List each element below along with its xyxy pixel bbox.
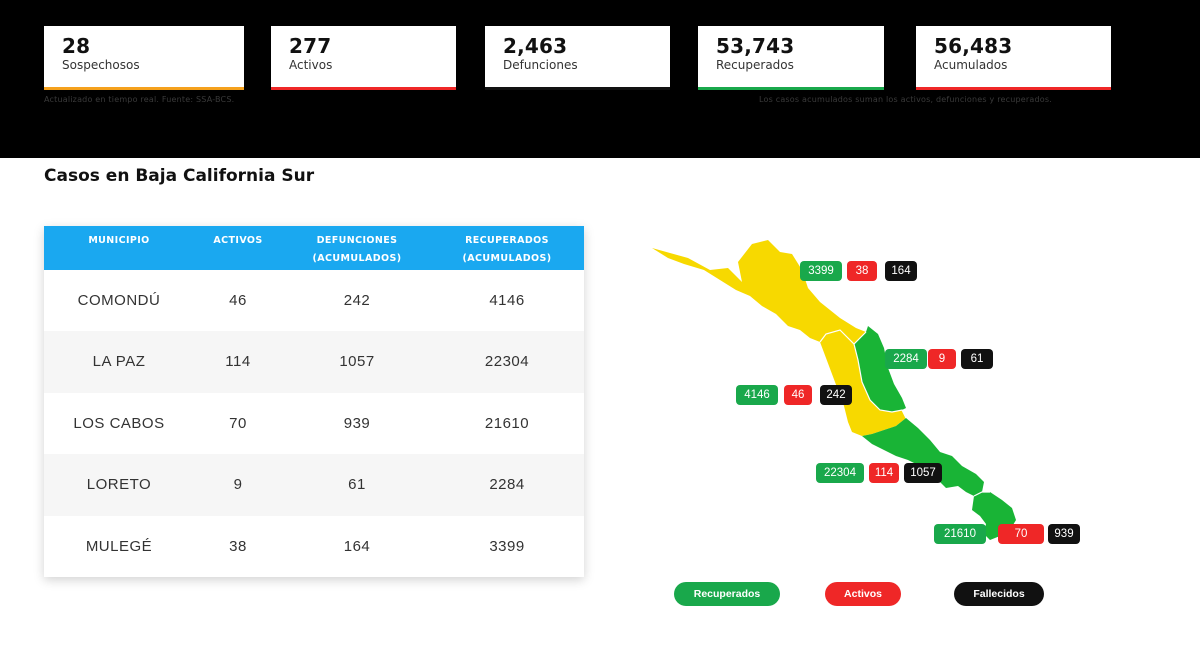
cell-defunciones: 242: [343, 292, 371, 309]
label-la-paz-recuperados: 22304: [816, 463, 864, 483]
header-text: MUNICIPIO: [88, 235, 150, 246]
cell-activos: 114: [225, 353, 251, 371]
label-mulege-fallecidos: 164: [885, 261, 917, 281]
region-loreto[interactable]: [854, 326, 906, 412]
cell-activos: 70: [229, 414, 247, 432]
stat-value: 2,463: [503, 34, 568, 58]
stat-label: Recuperados: [716, 58, 794, 72]
stat-card-defunciones: 2,463 Defunciones: [485, 26, 670, 90]
accumulated-note: Los casos acumulados suman los activos, …: [759, 95, 1052, 104]
header-activos: ACTIVOS: [194, 232, 282, 250]
stats-banner: 28 Sospechosos 277 Activos 2,463 Defunci…: [0, 0, 1200, 158]
header-defunciones: DEFUNCIONES (ACUMULADOS): [282, 232, 432, 268]
header-subtext: (ACUMULADOS): [312, 253, 402, 264]
table-row: MULEGÉ 38 164 3399: [44, 516, 584, 577]
header-text: ACTIVOS: [213, 235, 263, 246]
stat-card-acumulados: 56,483 Acumulados: [916, 26, 1111, 90]
region-la-paz[interactable]: [862, 418, 984, 496]
stat-card-activos: 277 Activos: [271, 26, 456, 90]
label-mulege-activos: 38: [847, 261, 877, 281]
cell-municipio: MULEGÉ: [85, 537, 153, 555]
label-loreto-activos: 9: [928, 349, 956, 369]
cell-recuperados: 22304: [484, 353, 530, 371]
stat-label: Activos: [289, 58, 333, 72]
region-comondu[interactable]: [820, 330, 906, 436]
label-loreto-recuperados: 2284: [885, 349, 927, 369]
region-mulege[interactable]: [652, 240, 866, 344]
label-comondu-activos: 46: [784, 385, 812, 405]
label-la-paz-activos: 114: [869, 463, 899, 483]
header-text: RECUPERADOS: [465, 235, 549, 246]
stat-accent-bar: [485, 87, 670, 90]
cell-municipio: COMONDÚ: [77, 292, 161, 309]
stat-label: Sospechosos: [62, 58, 140, 72]
update-note: Actualizado en tiempo real. Fuente: SSA-…: [44, 95, 235, 104]
border-line: [973, 491, 990, 497]
stat-value: 53,743: [716, 34, 795, 58]
cell-recuperados: 3399: [489, 537, 525, 555]
label-la-paz-fallecidos: 1057: [904, 463, 942, 483]
border-line: [853, 343, 907, 419]
stat-label: Defunciones: [503, 58, 578, 72]
stat-card-recuperados: 53,743 Recuperados: [698, 26, 884, 90]
stat-value: 28: [62, 34, 91, 58]
cell-municipio: LORETO: [86, 476, 152, 494]
cell-defunciones: 61: [348, 476, 366, 494]
table-row: LOS CABOS 70 939 21610: [44, 393, 584, 454]
cell-recuperados: 2284: [489, 476, 525, 494]
cell-activos: 38: [229, 537, 247, 555]
cell-recuperados: 4146: [489, 292, 525, 309]
stat-label: Acumulados: [934, 58, 1008, 72]
label-comondu-fallecidos: 242: [820, 385, 852, 405]
label-los-cabos-activos: 70: [998, 524, 1044, 544]
legend-activos: Activos: [825, 582, 901, 606]
cell-recuperados: 21610: [484, 414, 530, 432]
cell-defunciones: 939: [343, 414, 371, 432]
stat-accent-bar: [271, 87, 456, 90]
header-municipio: MUNICIPIO: [44, 232, 194, 250]
cell-defunciones: 164: [343, 537, 371, 555]
stat-accent-bar: [44, 87, 244, 90]
bcs-map: 3399 38 164 2284 9 61 4146 46 242 22304 …: [640, 230, 1100, 560]
label-los-cabos-fallecidos: 939: [1048, 524, 1080, 544]
table-header: MUNICIPIO ACTIVOS DEFUNCIONES (ACUMULADO…: [44, 226, 584, 270]
border-line: [819, 329, 867, 345]
cell-municipio: LOS CABOS: [73, 414, 165, 432]
stat-value: 56,483: [934, 34, 1013, 58]
label-comondu-recuperados: 4146: [736, 385, 778, 405]
label-los-cabos-recuperados: 21610: [934, 524, 986, 544]
stat-accent-bar: [916, 87, 1111, 90]
table-row: COMONDÚ 46 242 4146: [44, 270, 584, 331]
municipios-table: MUNICIPIO ACTIVOS DEFUNCIONES (ACUMULADO…: [44, 226, 584, 577]
section-title: Casos en Baja California Sur: [44, 166, 315, 186]
cell-activos: 9: [233, 476, 243, 494]
label-loreto-fallecidos: 61: [961, 349, 993, 369]
cell-municipio: LA PAZ: [92, 353, 146, 371]
table-row: LORETO 9 61 2284: [44, 454, 584, 516]
header-recuperados: RECUPERADOS (ACUMULADOS): [432, 232, 582, 268]
cell-activos: 46: [229, 292, 247, 309]
stat-value: 277: [289, 34, 332, 58]
header-subtext: (ACUMULADOS): [462, 253, 552, 264]
table-row: LA PAZ 114 1057 22304: [44, 331, 584, 393]
header-text: DEFUNCIONES: [316, 235, 398, 246]
label-mulege-recuperados: 3399: [800, 261, 842, 281]
legend-fallecidos: Fallecidos: [954, 582, 1044, 606]
legend-recuperados: Recuperados: [674, 582, 780, 606]
stat-card-sospechosos: 28 Sospechosos: [44, 26, 244, 90]
cell-defunciones: 1057: [339, 353, 375, 371]
stat-accent-bar: [698, 87, 884, 90]
